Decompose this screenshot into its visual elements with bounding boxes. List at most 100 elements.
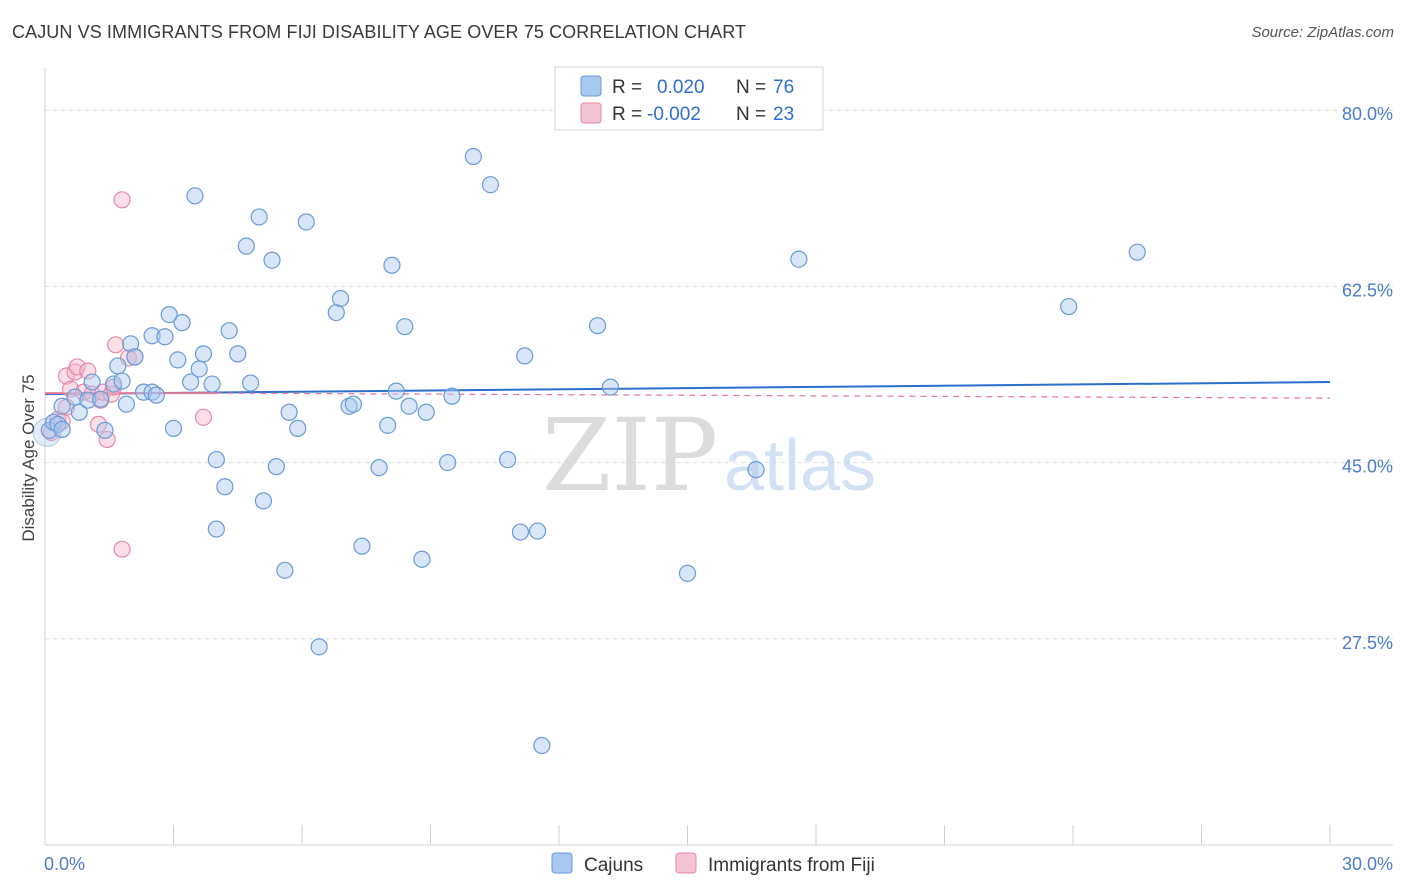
data-point-cajun [147,386,165,404]
data-point-cajun [289,419,307,437]
legend-r-label-fiji: R = [612,104,642,125]
data-point-cajun [790,250,808,268]
data-point-cajun [237,237,255,255]
data-point-cajun [122,335,140,353]
axes [44,68,1393,846]
legend-r-value-cajun: 0.020 [657,77,705,98]
data-point-fiji [68,358,86,376]
data-point-cajun [143,327,161,345]
data-point-cajun [396,318,414,336]
data-point-cajun [516,347,534,365]
data-point-cajun [83,373,101,391]
data-point-cajun [182,373,200,391]
legend-n-label-cajun: N = [736,77,766,98]
data-point-cajun [511,523,530,541]
data-point-cajun [588,317,607,335]
data-point-cajun [443,387,461,405]
legend-n-value-cajun: 76 [773,77,794,98]
data-point-cajun [297,213,315,231]
series-cajun-points [32,147,1146,755]
data-point-cajun [92,390,110,408]
data-point-cajun [207,520,225,538]
data-point-cajun [96,421,114,439]
x-tick-label-max: 30.0% [1342,854,1393,874]
data-point-fiji [194,408,213,426]
y-tick-label: 45.0% [1342,457,1393,477]
data-point-cajun [601,378,620,396]
data-point-cajun [353,537,371,555]
legend-swatch-fiji [580,102,602,124]
legend-swatch-cajun [580,75,602,97]
y-tick-label: 80.0% [1342,104,1393,124]
data-point-cajun [113,372,131,390]
legend-n-label-fiji: N = [736,104,766,125]
watermark-atlas: atlas [724,426,876,506]
data-point-cajun [220,322,238,340]
data-point-cajun [533,736,551,755]
y-tick-label: 62.5% [1342,280,1393,300]
data-point-fiji [113,191,131,209]
data-point-fiji [107,336,125,354]
data-point-fiji [89,415,108,433]
watermark-zip: ZIP [542,397,718,514]
data-point-fiji [79,362,97,380]
series-legend: Cajuns Immigrants from Fiji [551,852,875,876]
data-point-cajun [53,397,71,415]
data-point-cajun [207,450,225,469]
data-point-cajun [528,522,547,540]
data-point-cajun [344,395,362,413]
legend-r-label-cajun: R = [612,77,642,98]
data-point-cajun [464,147,482,166]
data-point-fiji [62,380,80,398]
data-point-cajun [186,187,204,205]
bottom-legend-label-fiji: Immigrants from Fiji [708,855,875,876]
data-point-cajun [370,459,388,477]
y-axis-label: Disability Age Over 75 [19,374,38,541]
x-tick-label-min: 0.0% [44,854,85,874]
gridlines [45,109,1393,640]
data-point-cajun [267,458,285,476]
data-point-cajun [40,421,58,439]
data-point-cajun [263,251,281,269]
data-point-cajun [173,314,191,332]
data-point-cajun [481,176,500,194]
data-point-cajun [499,450,517,469]
data-point-cajun [1060,297,1078,316]
data-point-cajun [203,375,221,393]
correlation-legend: R = 0.020 N = 76 R = -0.002 N = 23 [554,66,824,131]
legend-r-value-fiji: -0.002 [647,104,701,125]
data-point-cajun [310,638,328,656]
data-point-cajun [254,492,273,510]
data-point-cajun [117,395,135,413]
trend-line-cajun [44,381,1331,396]
data-point-cajun [400,397,418,415]
data-point-cajun [126,348,144,366]
trend-lines [44,381,1331,399]
data-point-cajun [280,403,298,421]
data-point-cajun [194,345,213,363]
bottom-legend-swatch-cajun [551,852,573,874]
data-point-cajun [439,454,457,472]
data-point-cajun [190,360,208,378]
data-point-cajun [250,208,268,226]
data-point-cajun [164,419,183,437]
data-point-cajun [229,345,247,363]
data-point-cajun [1128,243,1146,261]
data-point-cajun [160,305,178,324]
data-point-cajun [387,382,405,400]
source-label: Source: ZipAtlas.com [1251,24,1394,41]
data-point-cajun [109,357,127,375]
trend-line-fiji-dashed [216,392,1331,399]
bottom-legend-label-cajun: Cajuns [584,855,643,876]
data-point-cajun [79,391,97,409]
y-tick-label: 27.5% [1342,633,1393,653]
data-point-cajun [383,256,401,274]
chart-title: CAJUN VS IMMIGRANTS FROM FIJI DISABILITY… [12,22,747,42]
data-point-cajun [169,351,187,369]
data-point-cajun [70,403,88,421]
data-point-cajun [53,420,71,438]
data-point-cajun [276,561,294,579]
data-point-fiji [102,385,120,403]
data-point-cajun [678,564,697,582]
